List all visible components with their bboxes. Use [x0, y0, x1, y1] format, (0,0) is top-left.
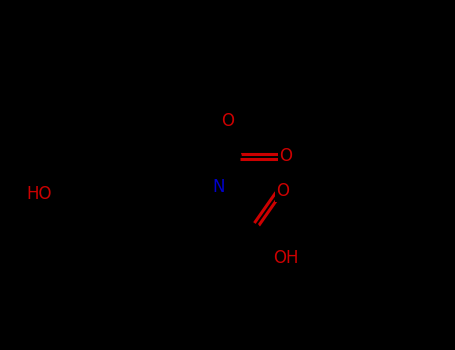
Text: O: O: [221, 112, 234, 130]
Text: N: N: [213, 178, 225, 196]
Text: O: O: [279, 147, 292, 165]
Text: O: O: [277, 182, 289, 200]
Text: HO: HO: [26, 185, 51, 203]
Text: OH: OH: [273, 249, 298, 267]
